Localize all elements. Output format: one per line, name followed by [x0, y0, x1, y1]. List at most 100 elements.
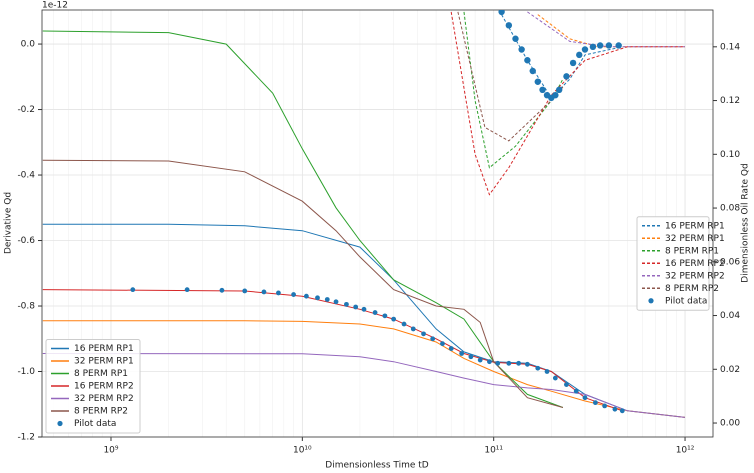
- legend-box: [636, 216, 710, 311]
- legend-label: 32 PERM RP1: [665, 234, 725, 244]
- y2-tick-label: 0.04: [720, 311, 740, 321]
- pilot-point: [333, 299, 339, 305]
- y2-tick-label: 0.10: [720, 150, 740, 160]
- y-tick-label: -0.4: [17, 171, 35, 181]
- pilot-point: [291, 292, 296, 297]
- pilot-point: [552, 375, 558, 381]
- pilot-point: [459, 351, 465, 356]
- y2-tick-label: 0.02: [720, 365, 740, 375]
- y-tick-label: -1.2: [17, 433, 35, 443]
- pilot-point: [506, 360, 512, 366]
- pilot-point: [372, 310, 378, 315]
- y-tick-label: -1.0: [17, 367, 35, 377]
- y-tick-label: 0.0: [21, 40, 36, 50]
- pilot-point: [619, 408, 625, 414]
- pilot-point: [518, 46, 525, 53]
- pilot-point: [495, 360, 501, 366]
- legend-label: 8 PERM RP2: [665, 284, 719, 294]
- pilot-point: [524, 57, 531, 64]
- axis-multiplier: 1e-12: [42, 1, 68, 11]
- pilot-point: [315, 295, 320, 301]
- pilot-point: [505, 22, 513, 29]
- pilot-point: [410, 326, 416, 332]
- legend-label: 16 PERM RP2: [74, 382, 134, 392]
- legend-box: [45, 339, 141, 434]
- legend-label: 16 PERM RP1: [74, 344, 134, 354]
- pilot-point: [582, 395, 588, 401]
- pilot-point: [563, 73, 570, 80]
- y-tick-label: -0.2: [17, 105, 35, 115]
- pilot-point: [487, 359, 492, 365]
- pilot-point: [556, 86, 563, 94]
- pilot-point: [421, 331, 426, 337]
- pilot-point: [552, 91, 559, 99]
- legend-label: 8 PERM RP2: [74, 407, 128, 417]
- legend-label: 32 PERM RP2: [665, 271, 725, 281]
- y-tick-label: -0.8: [17, 302, 35, 312]
- y2-tick-label: 0.06: [720, 257, 740, 267]
- pilot-point: [401, 321, 407, 327]
- pilot-point: [615, 42, 622, 49]
- x-tick-label: 10⁹: [103, 446, 118, 456]
- x-tick-label: 10¹¹: [484, 446, 503, 456]
- pilot-point: [382, 313, 388, 319]
- pilot-point: [430, 336, 436, 342]
- series-line: [501, 14, 623, 99]
- plot-area: [42, 10, 686, 418]
- legend-label: 8 PERM RP1: [665, 246, 719, 256]
- pilot-point: [581, 46, 589, 53]
- pilot-point: [391, 316, 397, 322]
- pilot-point: [130, 287, 136, 293]
- pilot-point: [516, 360, 522, 366]
- pilot-point: [605, 42, 613, 49]
- y2-axis-label: Dimensionless Oil Rate Qd: [741, 163, 751, 282]
- pilot-point: [612, 406, 618, 412]
- y-axis-label: Derivative Qd: [4, 192, 14, 254]
- pilot-point: [448, 346, 454, 351]
- series-line: [463, 11, 564, 169]
- series-line: [42, 159, 564, 408]
- legend-label: 16 PERM RP1: [665, 221, 725, 231]
- legend-label: Pilot data: [74, 419, 116, 429]
- series-line: [537, 14, 685, 48]
- series-line: [42, 320, 686, 418]
- pilot-point: [361, 306, 367, 312]
- pilot-point: [261, 289, 267, 295]
- series-line: [450, 11, 685, 196]
- y2-tick-label: 0.12: [720, 96, 740, 106]
- legend-label: 32 PERM RP2: [74, 394, 134, 404]
- legend-label: 16 PERM RP2: [665, 259, 725, 269]
- pilot-point: [477, 357, 483, 363]
- x-axis-label: Dimensionless Time tD: [325, 461, 429, 471]
- pilot-point: [524, 361, 530, 367]
- pilot-point: [589, 43, 597, 51]
- pilot-point: [498, 10, 505, 16]
- pilot-point: [468, 354, 474, 360]
- series-line: [42, 353, 686, 418]
- legend-label: 8 PERM RP1: [74, 369, 128, 379]
- y2-tick-label: 0.14: [720, 42, 740, 52]
- pilot-point: [276, 290, 281, 296]
- pilot-point: [440, 341, 445, 347]
- legend-label: 32 PERM RP1: [74, 357, 134, 367]
- series-line: [527, 11, 685, 48]
- pilot-point: [324, 297, 330, 302]
- pilot-point: [569, 59, 577, 67]
- x-tick-label: 10¹²: [676, 446, 695, 456]
- pilot-point: [602, 403, 608, 409]
- pilot-point: [592, 400, 598, 406]
- pilot-point: [184, 287, 190, 293]
- y2-tick-label: 0.08: [720, 204, 740, 214]
- series-line: [42, 223, 686, 418]
- series-line: [457, 11, 564, 142]
- pilot-point: [344, 301, 349, 307]
- pilot-point: [539, 86, 546, 94]
- pilot-point: [353, 304, 359, 310]
- pilot-point: [303, 293, 309, 299]
- pilot-point: [242, 288, 248, 294]
- pilot-point: [529, 67, 536, 75]
- plot-frame: [41, 9, 714, 438]
- pilot-point: [219, 287, 225, 293]
- pilot-point: [512, 35, 519, 42]
